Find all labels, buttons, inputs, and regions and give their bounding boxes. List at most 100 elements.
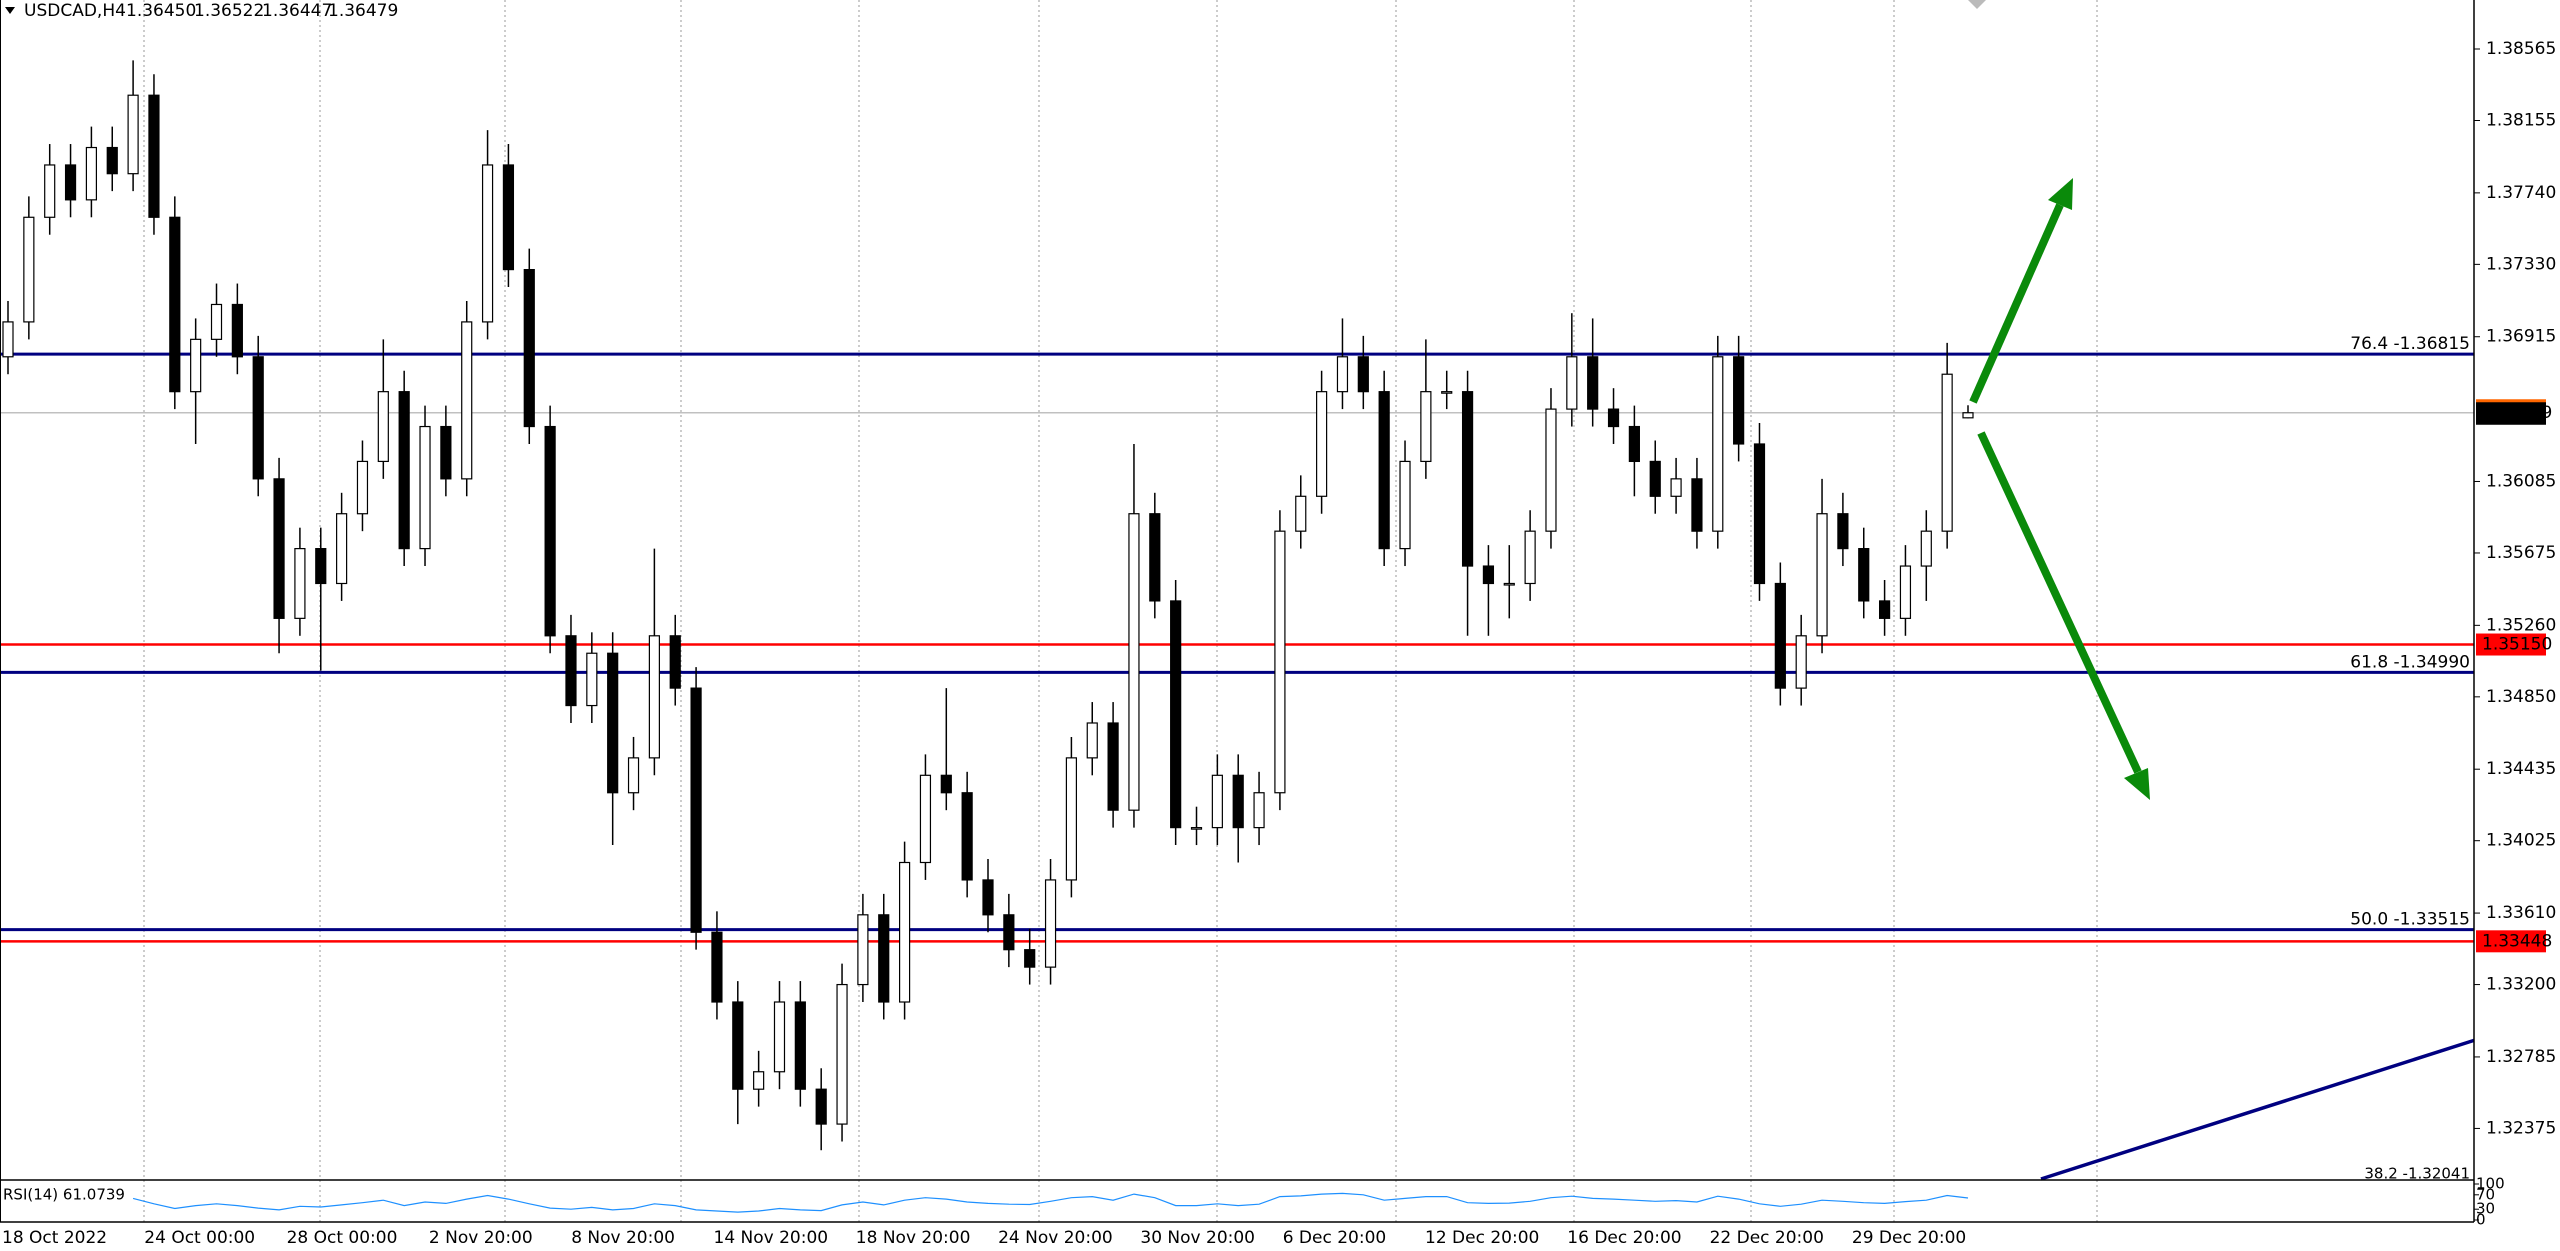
x-tick-label: 8 Nov 20:00 <box>571 1228 675 1248</box>
candle-body <box>1962 412 1974 419</box>
candle-body <box>481 164 494 323</box>
candle-body <box>1441 391 1453 394</box>
candle-body <box>773 1001 786 1073</box>
candle-body <box>1024 949 1036 968</box>
candle-body <box>1587 356 1599 410</box>
candle-body <box>1878 600 1891 619</box>
x-tick-label: 2 Nov 20:00 <box>429 1228 533 1248</box>
candle-body <box>1295 495 1307 532</box>
candle-body <box>1607 408 1620 428</box>
x-tick-label: 14 Nov 20:00 <box>714 1228 829 1248</box>
candle-body <box>940 774 952 794</box>
candle-body <box>1503 582 1515 586</box>
candle-body <box>190 338 202 393</box>
current-price-bg <box>2476 400 2546 425</box>
overlay <box>1968 0 2150 800</box>
candle-body <box>982 879 994 916</box>
candle-body <box>627 757 640 794</box>
y-tick-label: 1.36915 <box>2486 327 2556 347</box>
candle-body <box>1316 391 1328 497</box>
x-tick-label: 30 Nov 20:00 <box>1140 1228 1255 1248</box>
candle-body <box>1733 356 1745 445</box>
candle-body <box>1837 513 1849 550</box>
candle-body <box>648 635 660 759</box>
candle-body <box>1336 356 1349 393</box>
candle-body <box>1378 391 1390 550</box>
candle-body <box>1482 565 1495 585</box>
down-arrow-head <box>2124 768 2150 800</box>
candle-body <box>607 652 619 794</box>
rsi-label: RSI(14) 61.0739 <box>3 1186 125 1204</box>
y-tick-label: 1.38155 <box>2486 110 2556 130</box>
fib-label: 61.8 -1.34990 <box>2350 652 2470 672</box>
candle-body <box>252 356 264 480</box>
candle-body <box>1712 356 1724 532</box>
candle-body <box>732 1001 744 1090</box>
rsi-line <box>132 1192 1969 1213</box>
candle-body <box>1065 757 1078 881</box>
level-label: 1.33448 <box>2482 931 2552 951</box>
rsi-tick-label: 0 <box>2476 1211 2486 1229</box>
candle-body <box>398 391 410 550</box>
x-tick-label: 24 Nov 20:00 <box>998 1228 1113 1248</box>
candle-body <box>711 931 723 1003</box>
candle-body <box>440 425 452 480</box>
y-tick-label: 1.35675 <box>2486 543 2556 563</box>
candles <box>2 60 1974 1213</box>
candle-body <box>1524 530 1536 585</box>
ohlc-low: 1.36447 <box>262 1 332 21</box>
candle-body <box>1920 530 1932 567</box>
candle-body <box>1628 425 1640 463</box>
candle-body <box>273 478 285 619</box>
grid <box>143 0 2098 1222</box>
candle-body <box>315 548 327 585</box>
candle-body <box>231 303 243 358</box>
candle-body <box>815 1088 827 1125</box>
y-tick-label: 1.33200 <box>2486 975 2556 995</box>
fib-label: 50.0 -1.33515 <box>2350 910 2470 930</box>
candle-body <box>1274 530 1286 794</box>
candle-body <box>1858 548 1870 602</box>
rsi-tick-label: 30 <box>2476 1200 2495 1218</box>
current-price-label: 1.36479 <box>2482 403 2552 423</box>
candle-body <box>1753 443 1766 585</box>
candle-body <box>794 1001 806 1090</box>
level-label-bg <box>2476 930 2546 953</box>
candle-body <box>148 94 160 218</box>
candle-body <box>898 861 911 1003</box>
candle-body <box>106 146 118 175</box>
candle-body <box>1107 722 1119 811</box>
candle-body <box>1899 565 1912 619</box>
candle-body <box>1566 356 1578 410</box>
y-tick-label: 1.32375 <box>2486 1118 2556 1138</box>
trendline-label: 38.2 -1.32041 <box>2364 1165 2470 1183</box>
candle-body <box>2 321 14 358</box>
symbol: USDCAD,H4 <box>24 1 126 21</box>
candle-body <box>1170 600 1182 829</box>
candle-body <box>1232 774 1244 829</box>
candle-body <box>1128 513 1140 811</box>
x-tick-label: 29 Dec 20:00 <box>1852 1228 1966 1248</box>
x-tick-label: 24 Oct 00:00 <box>144 1228 255 1248</box>
candle-body <box>356 460 369 515</box>
candle-body <box>1086 722 1098 759</box>
candle-body <box>1003 914 1015 951</box>
x-tick-label: 18 Nov 20:00 <box>856 1228 971 1248</box>
candle-body <box>1941 373 1953 532</box>
candle-body <box>336 513 348 585</box>
rsi-tick-label: 100 <box>2476 1175 2505 1193</box>
candle-body <box>1420 391 1432 463</box>
marker <box>1968 0 1986 9</box>
y-tick-label: 1.34435 <box>2486 759 2556 779</box>
y-tick-label: 1.32785 <box>2486 1047 2556 1067</box>
candle-body <box>523 268 535 428</box>
x-tick-label: 22 Dec 20:00 <box>1710 1228 1824 1248</box>
level-label-bg <box>2476 633 2546 656</box>
candle-body <box>1399 460 1411 550</box>
candle-body <box>857 914 869 986</box>
level-label: 1.35150 <box>2482 635 2552 655</box>
y-tick-label: 1.35260 <box>2486 615 2556 635</box>
candle-body <box>294 548 306 619</box>
